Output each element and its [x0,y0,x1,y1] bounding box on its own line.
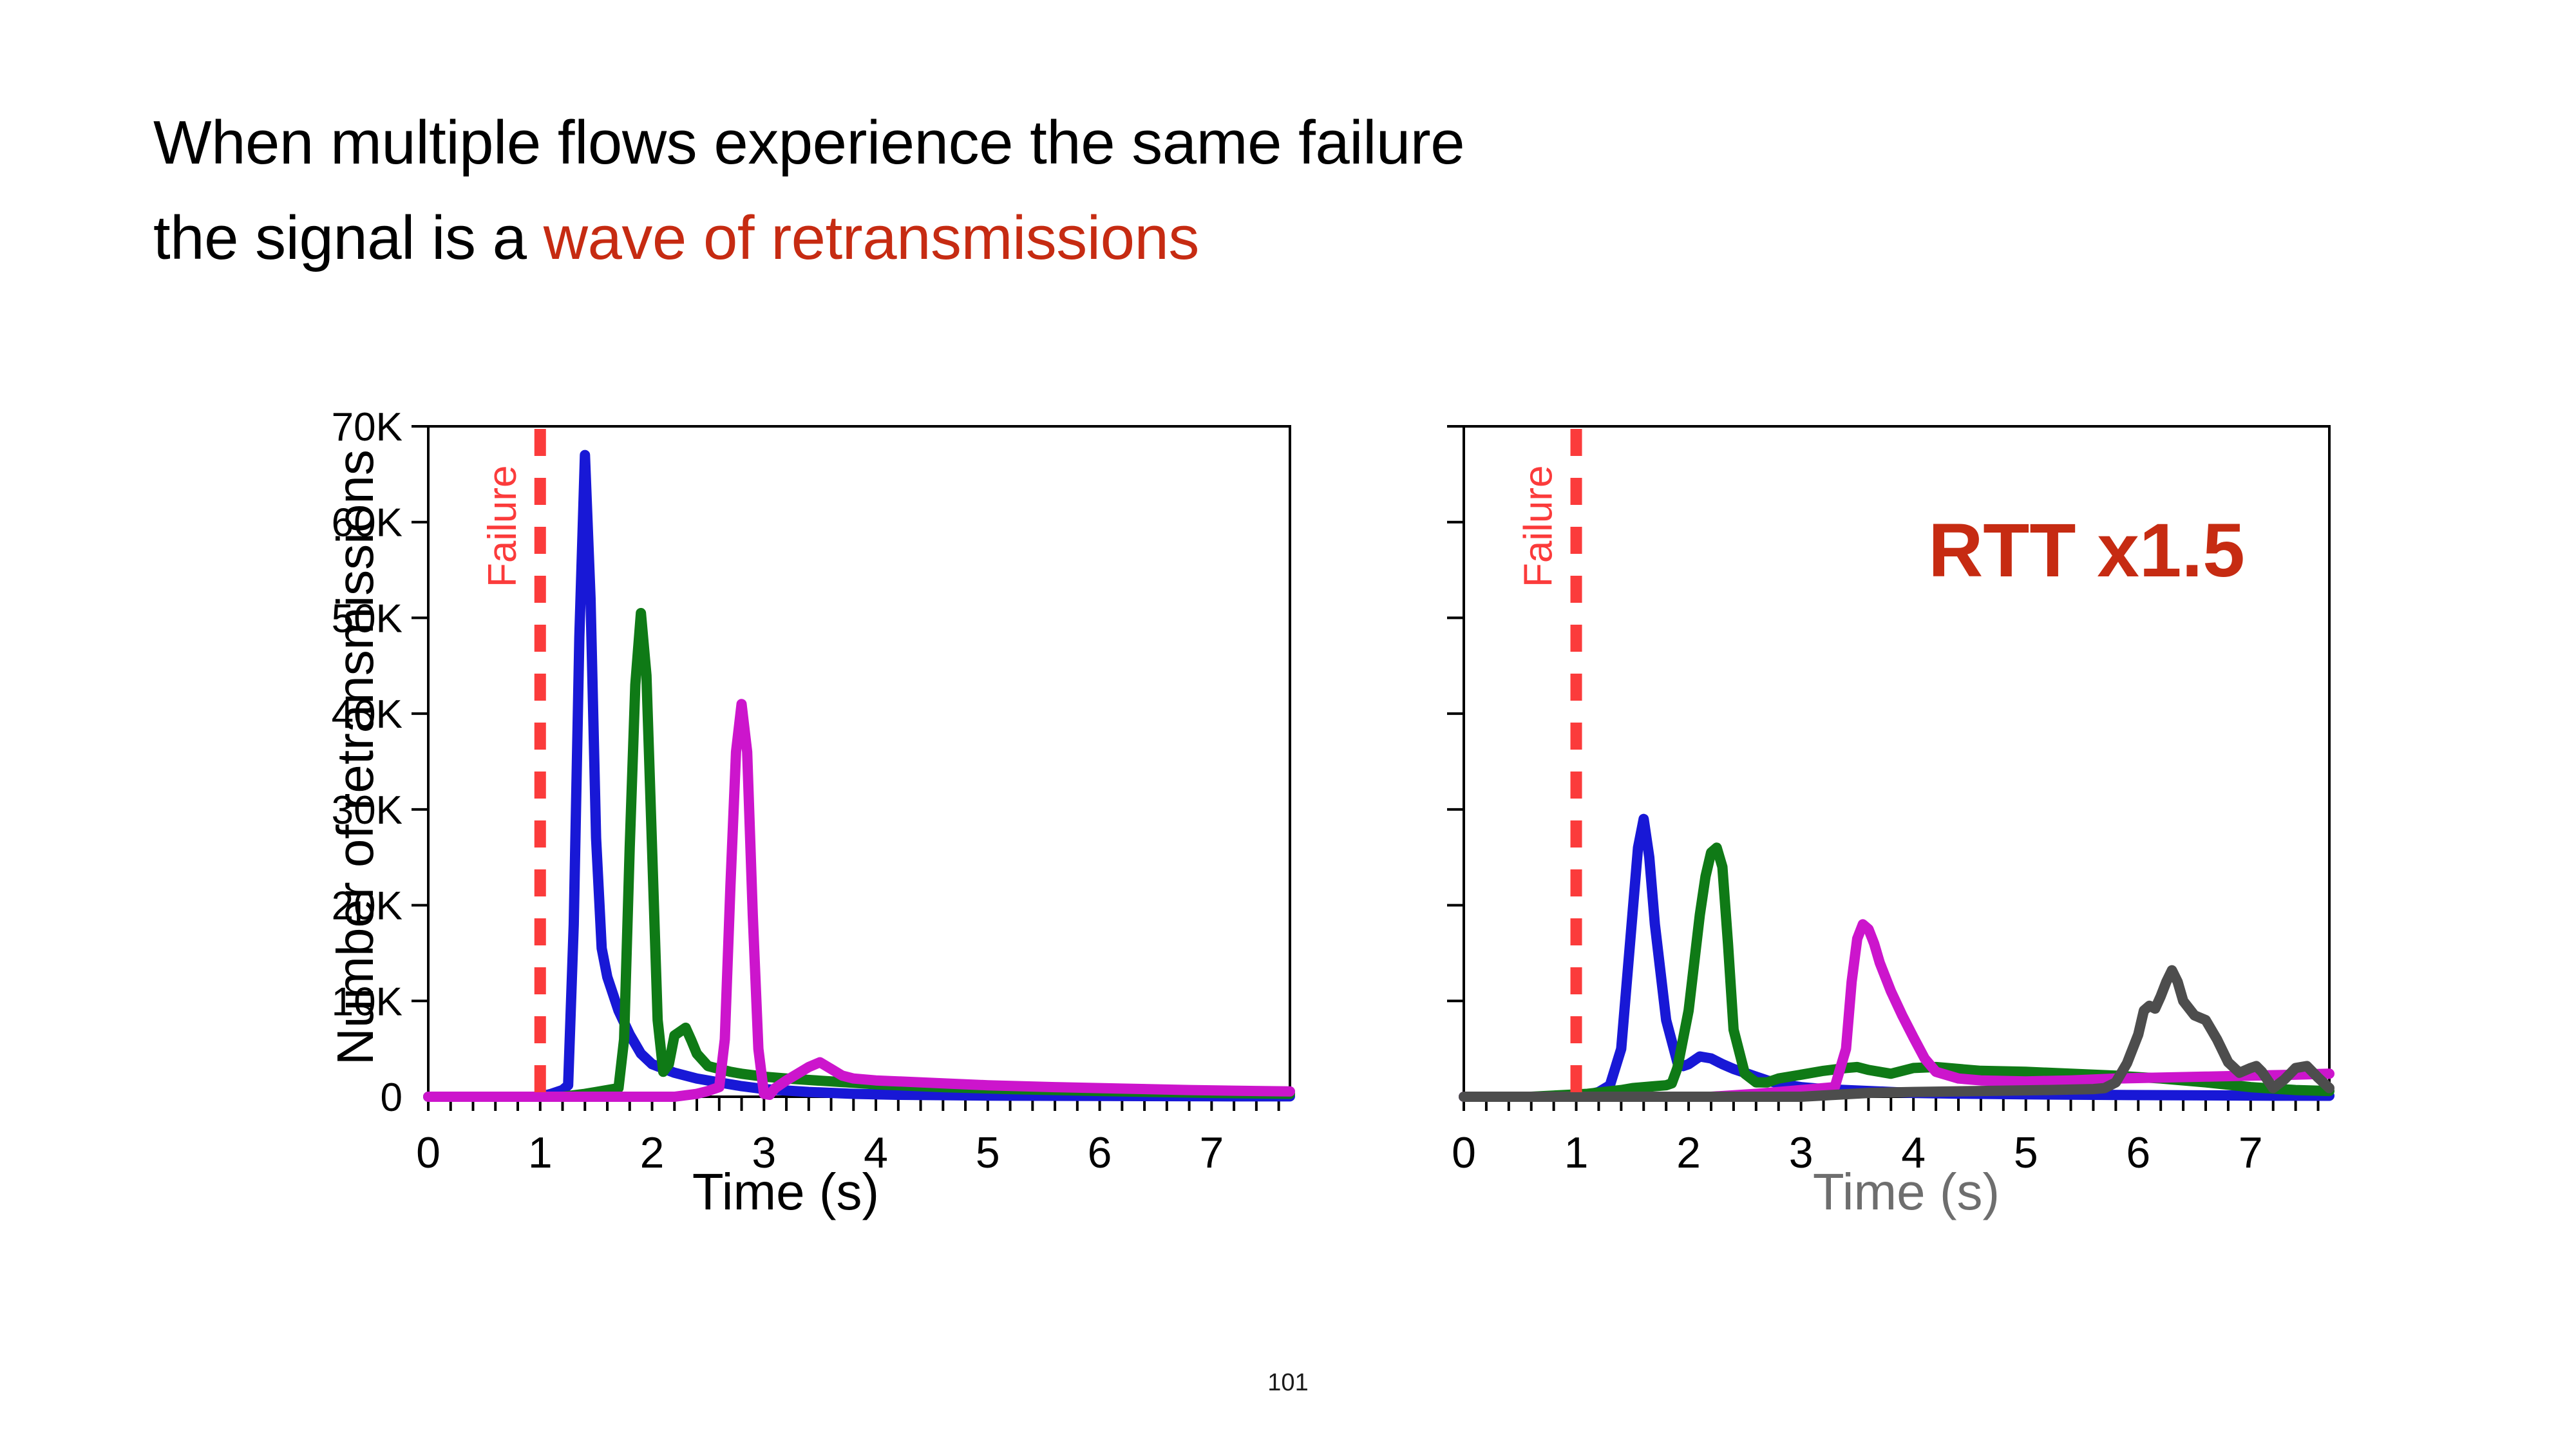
series-flow-magenta [423,699,1295,1102]
x-tick-label: 7 [2239,1128,2263,1177]
chart-left: Number of retransmissions Time (s) 0 10K 2… [232,399,1340,1249]
x-tick-label: 4 [1901,1128,1926,1177]
x-tick-label: 6 [2126,1128,2150,1177]
x-axis-label-left: Time (s) [692,1163,880,1220]
y-tick-label: 30K [332,788,402,833]
failure-line-label: Failure [1517,465,1561,587]
x-tick-label: 5 [976,1128,1000,1177]
x-tick-label: 1 [1564,1128,1589,1177]
series-flow-blue [423,450,1295,1102]
x-tick-label: 0 [1452,1128,1476,1177]
title-accent-phrase: wave of retransmissions [543,204,1200,272]
plot-canvas-right: 0 1 2 3 4 5 6 7 Failure RTT x1.5 [1447,425,2334,1177]
series-flow-green [1459,842,2334,1102]
y-tick-label: 40K [332,692,402,737]
title-line-2: the signal is a wave of retransmissions [153,191,2085,286]
y-tick-label: 10K [332,980,402,1024]
y-tick-label: 0 [381,1075,402,1120]
failure-line-label: Failure [480,465,525,587]
chart-right: Time (s) 0 1 2 3 4 5 6 7 Failure RTT x1.5 [1436,399,2376,1249]
y-tick-label: 60K [332,501,402,545]
x-tick-label: 3 [752,1128,776,1177]
series-flow-green [423,608,1295,1102]
x-tick-label: 7 [1199,1128,1224,1177]
y-tick-label: 20K [332,884,402,929]
x-tick-label: 2 [640,1128,665,1177]
slide-title-block: When multiple flows experience the same … [153,95,2085,286]
x-tick-label: 0 [416,1128,440,1177]
plot-box [427,425,1291,1098]
x-tick-label: 2 [1676,1128,1701,1177]
x-tick-label: 5 [2014,1128,2038,1177]
x-tick-label: 4 [864,1128,888,1177]
title-line-1: When multiple flows experience the same … [153,108,1465,177]
page-number: 101 [1267,1369,1309,1396]
series-flow-blue [1459,813,2334,1102]
title-line-2-prefix: the signal is a [153,204,544,272]
y-tick-label: 70K [332,405,402,450]
x-axis-label-right: Time (s) [1812,1163,2000,1220]
x-tick-label: 6 [1088,1128,1112,1177]
x-tick-label: 3 [1789,1128,1814,1177]
chart-inline-title: RTT x1.5 [1928,508,2245,593]
series-flow-gray [1459,965,2334,1102]
plot-canvas-left: 0 10K 20K 30K 40K 50K 60K 70K 0 1 2 3 4 5 6 7 Failure [332,405,1295,1177]
x-tick-label: 1 [528,1128,553,1177]
y-tick-label: 50K [332,596,402,641]
